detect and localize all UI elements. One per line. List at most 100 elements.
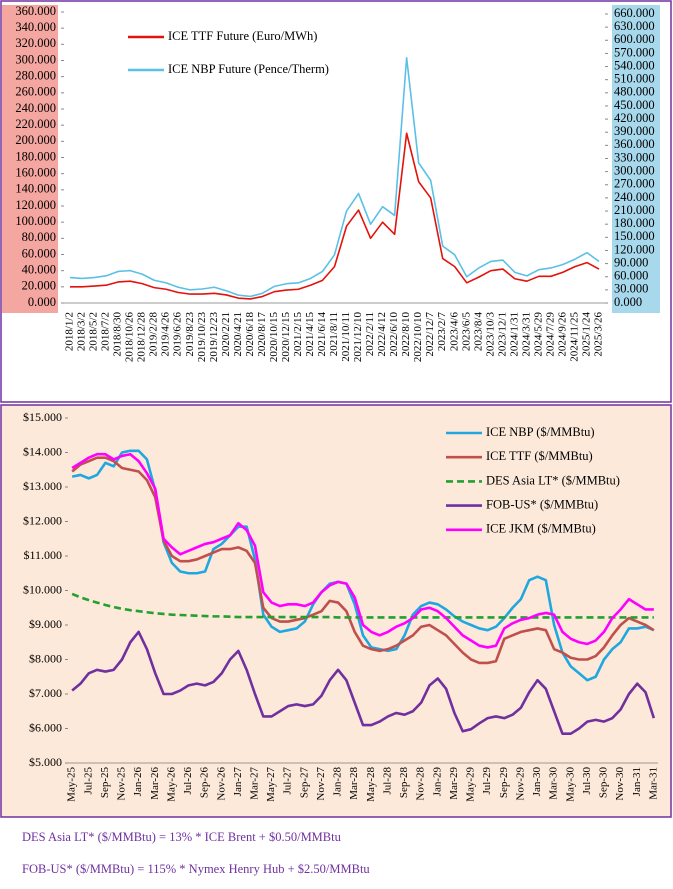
x-tick-label: Jul-30	[581, 767, 593, 795]
x-tick-label: Mar-29	[448, 767, 460, 800]
bottom-chart-frame	[0, 404, 672, 818]
y-tick-label: 340.000	[15, 20, 56, 34]
x-tick-label: 2022/8/10	[400, 312, 412, 357]
x-tick-label: 2024/3/31	[520, 312, 532, 357]
x-tick-label: 2018/10/26	[124, 312, 136, 363]
x-tick-label: Jan-26	[132, 767, 144, 797]
x-tick-label: 2019/2/28	[148, 312, 160, 357]
x-tick-label: 2020/10/15	[268, 312, 280, 363]
legend-label: ICE NBP Future (Pence/Therm)	[168, 62, 329, 76]
y-tick-label: $13.000	[23, 479, 62, 493]
y-tick-label: $7.000	[29, 686, 62, 700]
y-tick-label: 280.000	[15, 69, 56, 83]
y-tick-label: 0.000	[28, 295, 56, 309]
x-tick-label: 2022/10/10	[412, 312, 424, 363]
y-tick-label: $8.000	[29, 651, 62, 665]
x-tick-label: Sep-29	[498, 767, 510, 799]
x-tick-label: Nov-25	[116, 767, 128, 801]
y2-tick-label: 60.000	[614, 269, 648, 283]
x-tick-label: 2020/8/17	[256, 312, 268, 357]
x-tick-label: 2023/8/4	[472, 312, 484, 352]
x-tick-label: May-25	[66, 767, 78, 802]
x-tick-label: 2021/2/15	[292, 312, 304, 357]
x-tick-label: Mar-26	[149, 767, 161, 800]
x-tick-label: Sep-28	[398, 767, 410, 799]
x-tick-label: Jul-26	[182, 767, 194, 795]
footnote: DES Asia LT* ($/MMBtu) = 13% * ICE Brent…	[22, 830, 341, 844]
x-tick-label: 2019/6/26	[172, 312, 184, 357]
x-tick-label: Nov-29	[514, 767, 526, 801]
legend-label: ICE TTF Future (Euro/MWh)	[168, 29, 317, 43]
y-tick-label: 140.000	[15, 182, 56, 196]
y-tick-label: 320.000	[15, 36, 56, 50]
legend-label: DES Asia LT* ($/MMBtu)	[486, 473, 620, 487]
x-tick-label: 2020/12/15	[280, 312, 292, 363]
x-tick-label: 2023/4/6	[448, 312, 460, 352]
y-tick-label: $6.000	[29, 720, 62, 734]
x-tick-label: Jan-28	[332, 767, 344, 797]
x-tick-label: 2019/10/23	[196, 312, 208, 363]
y2-tick-label: 570.000	[614, 45, 655, 59]
legend-label: ICE TTF ($/MMBtu)	[486, 449, 593, 463]
footnote: FOB-US* ($/MMBtu) = 115% * Nymex Henry H…	[22, 862, 370, 876]
x-tick-label: 2024/5/29	[532, 312, 544, 357]
left-axis-band	[2, 5, 58, 313]
y-tick-label: $11.000	[23, 548, 62, 562]
x-tick-label: 2019/4/26	[160, 312, 172, 357]
y2-tick-label: 390.000	[614, 124, 655, 138]
top-chart-frame	[0, 0, 672, 403]
x-tick-label: Nov-27	[315, 767, 327, 801]
y-tick-label: $14.000	[23, 444, 62, 458]
y2-tick-label: 360.000	[614, 137, 655, 151]
y2-tick-label: 600.000	[614, 32, 655, 46]
x-tick-label: 2020/2/21	[220, 312, 232, 357]
y-tick-label: 260.000	[15, 85, 56, 99]
y-tick-label: $9.000	[29, 617, 62, 631]
x-tick-label: May-26	[165, 767, 177, 802]
charts: 0.000 20.000 40.000 60.000 80.000 100.000 120.…	[0, 0, 672, 818]
y-tick-label: 200.000	[15, 133, 56, 147]
x-tick-label: 2018/12/28	[136, 312, 148, 363]
x-tick-label: Mar-30	[548, 767, 560, 800]
series-line	[71, 449, 655, 682]
x-tick-label: May-27	[265, 767, 277, 802]
y2-tick-label: 330.000	[614, 150, 655, 164]
y-tick-label: 300.000	[15, 52, 56, 66]
x-tick-label: 2019/8/23	[184, 312, 196, 357]
y-tick-label: $10.000	[23, 582, 62, 596]
y2-tick-label: 300.000	[614, 164, 655, 178]
x-tick-label: Sep-25	[99, 767, 111, 799]
x-tick-label: 2021/4/15	[304, 312, 316, 357]
x-tick-label: 2022/6/10	[388, 312, 400, 357]
y2-tick-label: 210.000	[614, 203, 655, 217]
x-tick-label: Nov-28	[415, 767, 427, 801]
legend-label: ICE JKM ($/MMBtu)	[486, 522, 596, 536]
x-tick-label: Nov-30	[614, 767, 626, 801]
y2-tick-label: 0.000	[614, 295, 642, 309]
y-tick-label: 160.000	[15, 166, 56, 180]
x-tick-label: 2023/6/5	[460, 312, 472, 352]
series-line	[70, 132, 600, 300]
y2-tick-label: 150.000	[614, 229, 655, 243]
y-tick-label: 220.000	[15, 117, 56, 131]
x-tick-label: 2021/6/14	[316, 312, 328, 357]
x-tick-label: 2018/1/2	[64, 312, 76, 351]
x-tick-label: 2024/7/29	[544, 312, 556, 357]
x-tick-label: Sep-30	[598, 767, 610, 799]
x-tick-label: 2025/1/24	[580, 312, 592, 357]
x-tick-label: Jan-29	[431, 767, 443, 797]
x-tick-label: 2018/7/2	[100, 312, 112, 351]
y-tick-label: 60.000	[22, 246, 56, 260]
y-tick-label: 100.000	[15, 214, 56, 228]
y2-tick-label: 480.000	[614, 85, 655, 99]
x-tick-label: 2022/2/11	[364, 312, 376, 356]
legend-label: FOB-US* ($/MMBtu)	[486, 497, 598, 511]
x-tick-label: Mar-28	[348, 767, 360, 800]
x-tick-label: 2021/10/11	[340, 312, 352, 362]
y2-tick-label: 540.000	[614, 58, 655, 72]
right-axis-band	[612, 5, 660, 313]
x-tick-label: 2024/1/31	[508, 312, 520, 357]
y-tick-label: 180.000	[15, 149, 56, 163]
